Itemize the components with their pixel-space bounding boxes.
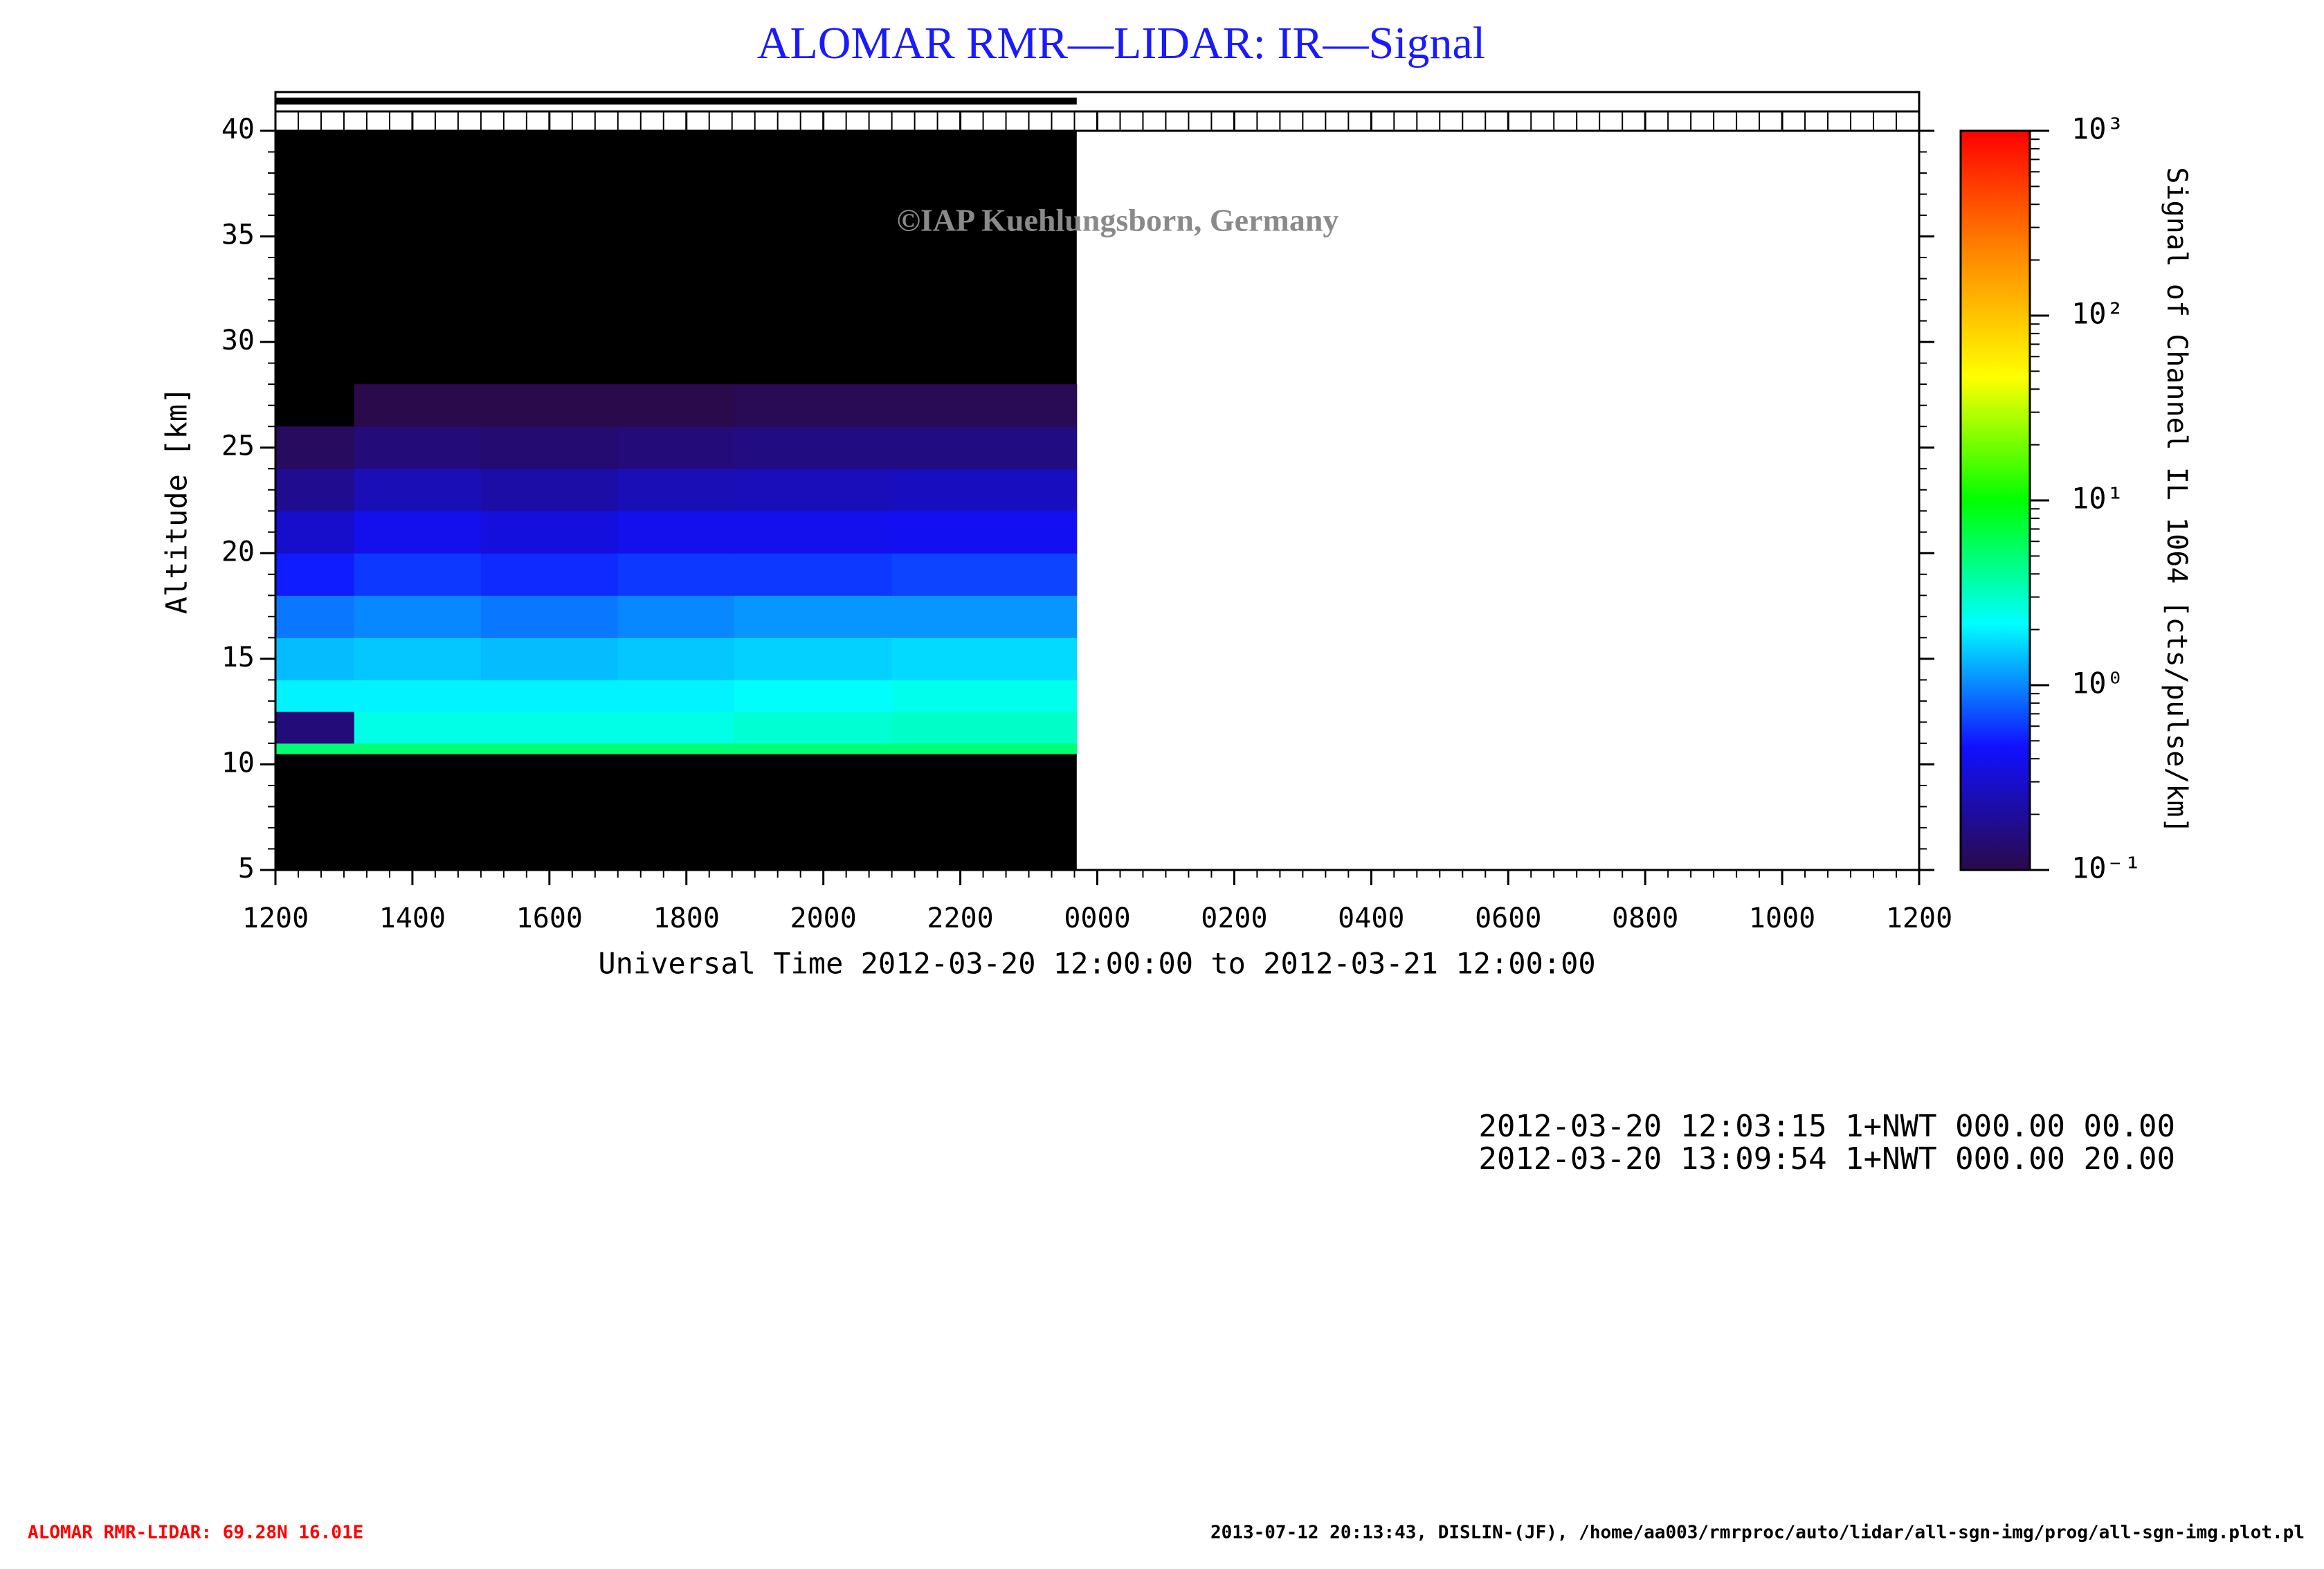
heatmap-cell xyxy=(617,511,735,554)
heatmap-cell xyxy=(617,711,735,744)
x-axis-label: Universal Time 2012-03-20 12:00:00 to 20… xyxy=(598,947,1595,981)
heatmap-cell xyxy=(617,553,735,596)
x-tick-label: 1200 xyxy=(1886,903,1952,934)
heatmap-cell xyxy=(275,595,355,638)
chart-title: ALOMAR RMR—LIDAR: IR—Signal xyxy=(757,18,1485,69)
colorbar-label: Signal of Channel IL 1064 [cts/pulse/km] xyxy=(2161,167,2193,833)
x-tick-label: 1000 xyxy=(1749,903,1815,934)
heatmap-cell xyxy=(354,553,482,596)
info-line: 2012-03-20 13:09:54 1+NWT 000.00 20.00 xyxy=(1478,1141,2175,1177)
heatmap-cell xyxy=(734,595,893,638)
x-tick-label: 1800 xyxy=(653,903,720,934)
heatmap-cell xyxy=(480,426,619,469)
heatmap-cell xyxy=(734,743,893,754)
y-tick-label: 5 xyxy=(238,853,255,885)
heatmap-cell xyxy=(891,637,1078,680)
heatmap-cell xyxy=(354,469,482,511)
y-tick-label: 20 xyxy=(221,536,255,568)
heatmap-cell xyxy=(617,426,735,469)
heatmap-cell xyxy=(480,637,619,680)
y-tick-label: 10 xyxy=(221,747,255,779)
heatmap-cell xyxy=(275,511,355,554)
y-tick-label: 35 xyxy=(221,219,255,251)
heatmap-cell xyxy=(891,384,1078,427)
x-tick-label: 0400 xyxy=(1338,903,1404,934)
y-tick-label: 30 xyxy=(221,325,255,356)
heatmap-cell xyxy=(480,711,619,744)
heatmap-cell xyxy=(354,711,482,744)
colorbar-tick-label: 10⁻¹ xyxy=(2071,851,2141,885)
colorbar-tick-label: 10³ xyxy=(2071,112,2124,146)
x-tick-label: 1400 xyxy=(379,903,446,934)
heatmap-cell xyxy=(275,680,355,712)
heatmap-cell xyxy=(891,553,1078,596)
colorbar-tick-label: 10² xyxy=(2071,297,2124,331)
heatmap-cell xyxy=(617,680,735,712)
heatmap-cell xyxy=(734,426,893,469)
heatmap-cell xyxy=(891,595,1078,638)
heatmap-cell xyxy=(734,511,893,554)
heatmap-cell xyxy=(480,511,619,554)
heatmap-cell xyxy=(275,553,355,596)
heatmap-cell xyxy=(275,637,355,680)
heatmap-cell xyxy=(275,426,355,469)
heatmap-cell xyxy=(891,469,1078,511)
x-tick-label: 2200 xyxy=(927,903,993,934)
heatmap-cell xyxy=(480,384,619,427)
footer-right: 2013-07-12 20:13:43, DISLIN-(JF), /home/… xyxy=(1210,1523,2305,1543)
heatmap-cell xyxy=(480,680,619,712)
heatmap-cell xyxy=(617,743,735,754)
heatmap-cell xyxy=(891,511,1078,554)
heatmap-cell xyxy=(480,595,619,638)
heatmap-cell xyxy=(354,743,482,754)
watermark: ©IAP Kuehlungsborn, Germany xyxy=(897,203,1339,238)
y-tick-label: 15 xyxy=(221,642,255,673)
x-tick-label: 1200 xyxy=(242,903,309,934)
heatmap-cell xyxy=(891,743,1078,754)
heatmap-cell xyxy=(480,469,619,511)
heatmap-cell xyxy=(354,637,482,680)
x-tick-label: 1600 xyxy=(516,903,583,934)
x-tick-label: 0800 xyxy=(1612,903,1678,934)
heatmap-cell xyxy=(275,743,355,754)
y-tick-label: 25 xyxy=(221,430,255,462)
x-tick-label: 0000 xyxy=(1064,903,1130,934)
y-tick-label: 40 xyxy=(221,114,255,145)
heatmap-cell xyxy=(354,426,482,469)
availability-bar xyxy=(275,98,1077,105)
heatmap-cell xyxy=(354,680,482,712)
heatmap-cell xyxy=(891,711,1078,744)
heatmap-cell xyxy=(354,511,482,554)
x-tick-label: 0200 xyxy=(1201,903,1267,934)
heatmap-cell xyxy=(354,595,482,638)
heatmap-cell xyxy=(891,680,1078,712)
y-axis-label: Altitude [km] xyxy=(160,387,194,615)
colorbar xyxy=(1959,129,2031,871)
heatmap-cell xyxy=(480,743,619,754)
colorbar-tick-label: 10⁰ xyxy=(2071,666,2124,700)
heatmap-cell xyxy=(734,384,893,427)
heatmap-cell xyxy=(275,711,355,744)
heatmap-cell xyxy=(354,384,482,427)
heatmap-cell xyxy=(617,637,735,680)
heatmap-cell xyxy=(617,595,735,638)
heatmap-cell xyxy=(734,711,893,744)
colorbar-tick-label: 10¹ xyxy=(2071,482,2124,516)
heatmap-cell xyxy=(617,469,735,511)
heatmap-cell xyxy=(734,637,893,680)
heatmap-cell xyxy=(734,469,893,511)
heatmap-cell xyxy=(617,384,735,427)
info-line: 2012-03-20 12:03:15 1+NWT 000.00 00.00 xyxy=(1478,1109,2175,1144)
heatmap-cell xyxy=(891,426,1078,469)
x-tick-label: 2000 xyxy=(790,903,857,934)
x-tick-label: 0600 xyxy=(1475,903,1541,934)
heatmap-cell xyxy=(734,680,893,712)
heatmap-cell xyxy=(275,469,355,511)
heatmap-cell xyxy=(480,553,619,596)
heatmap-cell xyxy=(734,553,893,596)
footer-left: ALOMAR RMR-LIDAR: 69.28N 16.01E xyxy=(28,1523,363,1543)
